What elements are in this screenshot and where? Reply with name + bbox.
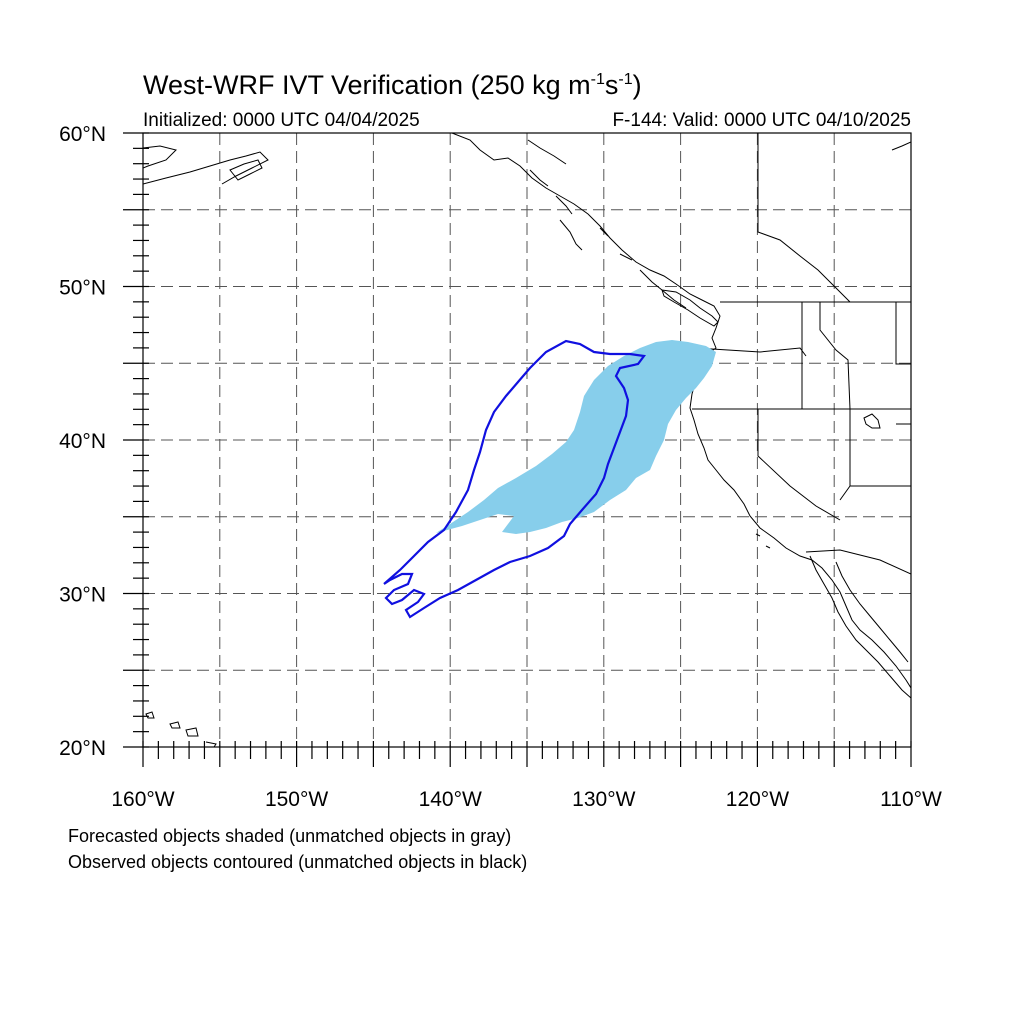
border-state-wa-or [695, 347, 807, 357]
coastline-alaska-west [143, 145, 269, 185]
coastline-alaska-bay [229, 159, 263, 181]
observed-legend-note: Observed objects contoured (unmatched ob… [68, 852, 528, 872]
lat-label: 40°N [59, 430, 106, 453]
island-channel [755, 533, 771, 549]
coastline-canada-ne [891, 141, 911, 151]
observed-ivt-contour [383, 339, 646, 619]
lat-label: 20°N [59, 737, 106, 760]
forecast-legend-note: Forecasted objects shaded (unmatched obj… [68, 826, 512, 846]
coastlines [143, 133, 911, 747]
coastline-baja [809, 555, 911, 699]
border-state-nv-az [839, 409, 851, 501]
initialized-label: Initialized: 0000 UTC 04/04/2025 [143, 110, 420, 131]
lat-label: 30°N [59, 584, 106, 607]
island-hawaii-1 [145, 711, 155, 719]
island-hawaii-2 [169, 721, 181, 729]
lon-label: 150°W [265, 788, 328, 811]
longitude-labels: 160°W 150°W 140°W 130°W 120°W 110°W [111, 788, 942, 811]
island-hawaii-3 [185, 727, 199, 737]
island-hawaii-4 [205, 741, 217, 747]
coastline-alaska-bc [451, 133, 721, 353]
latitude-labels: 60°N 50°N 40°N 30°N 20°N [59, 123, 106, 760]
valid-time-label: F-144: Valid: 0000 UTC 04/10/2025 [612, 110, 911, 131]
border-state-id [801, 302, 851, 410]
coastline-gulf-california [835, 561, 909, 663]
coastline-alaska-islands [529, 169, 687, 309]
lon-label: 110°W [880, 788, 942, 811]
lon-label: 120°W [726, 788, 789, 811]
coastline-vancouver-island [661, 289, 719, 327]
lon-label: 130°W [572, 788, 635, 811]
map-grid [143, 133, 911, 747]
border-state-mt [895, 302, 911, 425]
lon-label: 140°W [419, 788, 482, 811]
lake-great-salt [863, 413, 881, 429]
border-us-mexico [805, 549, 911, 575]
lat-label: 60°N [59, 123, 106, 146]
lon-label: 160°W [111, 788, 174, 811]
map-axes [123, 132, 912, 767]
border-state-ca-nv [757, 409, 841, 521]
chart-title: West-WRF IVT Verification (250 kg m-1s-1… [143, 70, 642, 100]
border-canada-provinces [527, 133, 851, 303]
lat-label: 50°N [59, 277, 106, 300]
forecast-ivt-object [436, 340, 716, 534]
coastline-us-west [689, 351, 911, 689]
